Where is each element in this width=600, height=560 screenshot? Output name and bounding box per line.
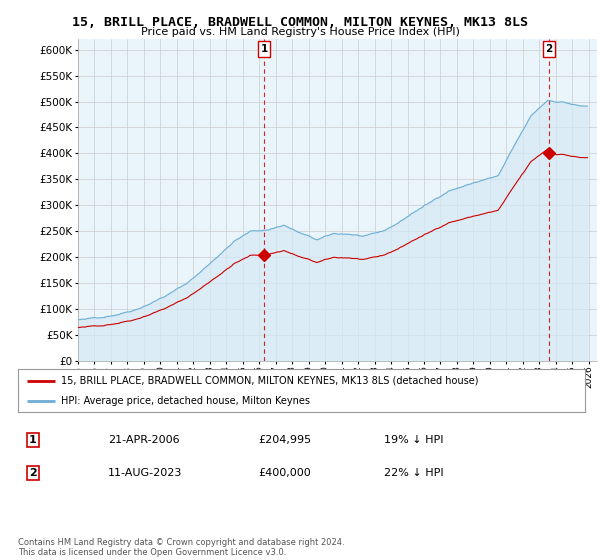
Text: £204,995: £204,995: [258, 435, 311, 445]
Text: 2: 2: [545, 44, 553, 54]
Text: 15, BRILL PLACE, BRADWELL COMMON, MILTON KEYNES, MK13 8LS (detached house): 15, BRILL PLACE, BRADWELL COMMON, MILTON…: [61, 376, 478, 385]
Text: 22% ↓ HPI: 22% ↓ HPI: [384, 468, 443, 478]
Text: Price paid vs. HM Land Registry's House Price Index (HPI): Price paid vs. HM Land Registry's House …: [140, 27, 460, 37]
Text: 11-AUG-2023: 11-AUG-2023: [108, 468, 182, 478]
Text: 2: 2: [29, 468, 37, 478]
Text: 21-APR-2006: 21-APR-2006: [108, 435, 179, 445]
Text: £400,000: £400,000: [258, 468, 311, 478]
Text: HPI: Average price, detached house, Milton Keynes: HPI: Average price, detached house, Milt…: [61, 396, 310, 406]
Text: Contains HM Land Registry data © Crown copyright and database right 2024.
This d: Contains HM Land Registry data © Crown c…: [18, 538, 344, 557]
Text: 15, BRILL PLACE, BRADWELL COMMON, MILTON KEYNES, MK13 8LS: 15, BRILL PLACE, BRADWELL COMMON, MILTON…: [72, 16, 528, 29]
Text: 1: 1: [29, 435, 37, 445]
Text: 1: 1: [260, 44, 268, 54]
Text: 19% ↓ HPI: 19% ↓ HPI: [384, 435, 443, 445]
